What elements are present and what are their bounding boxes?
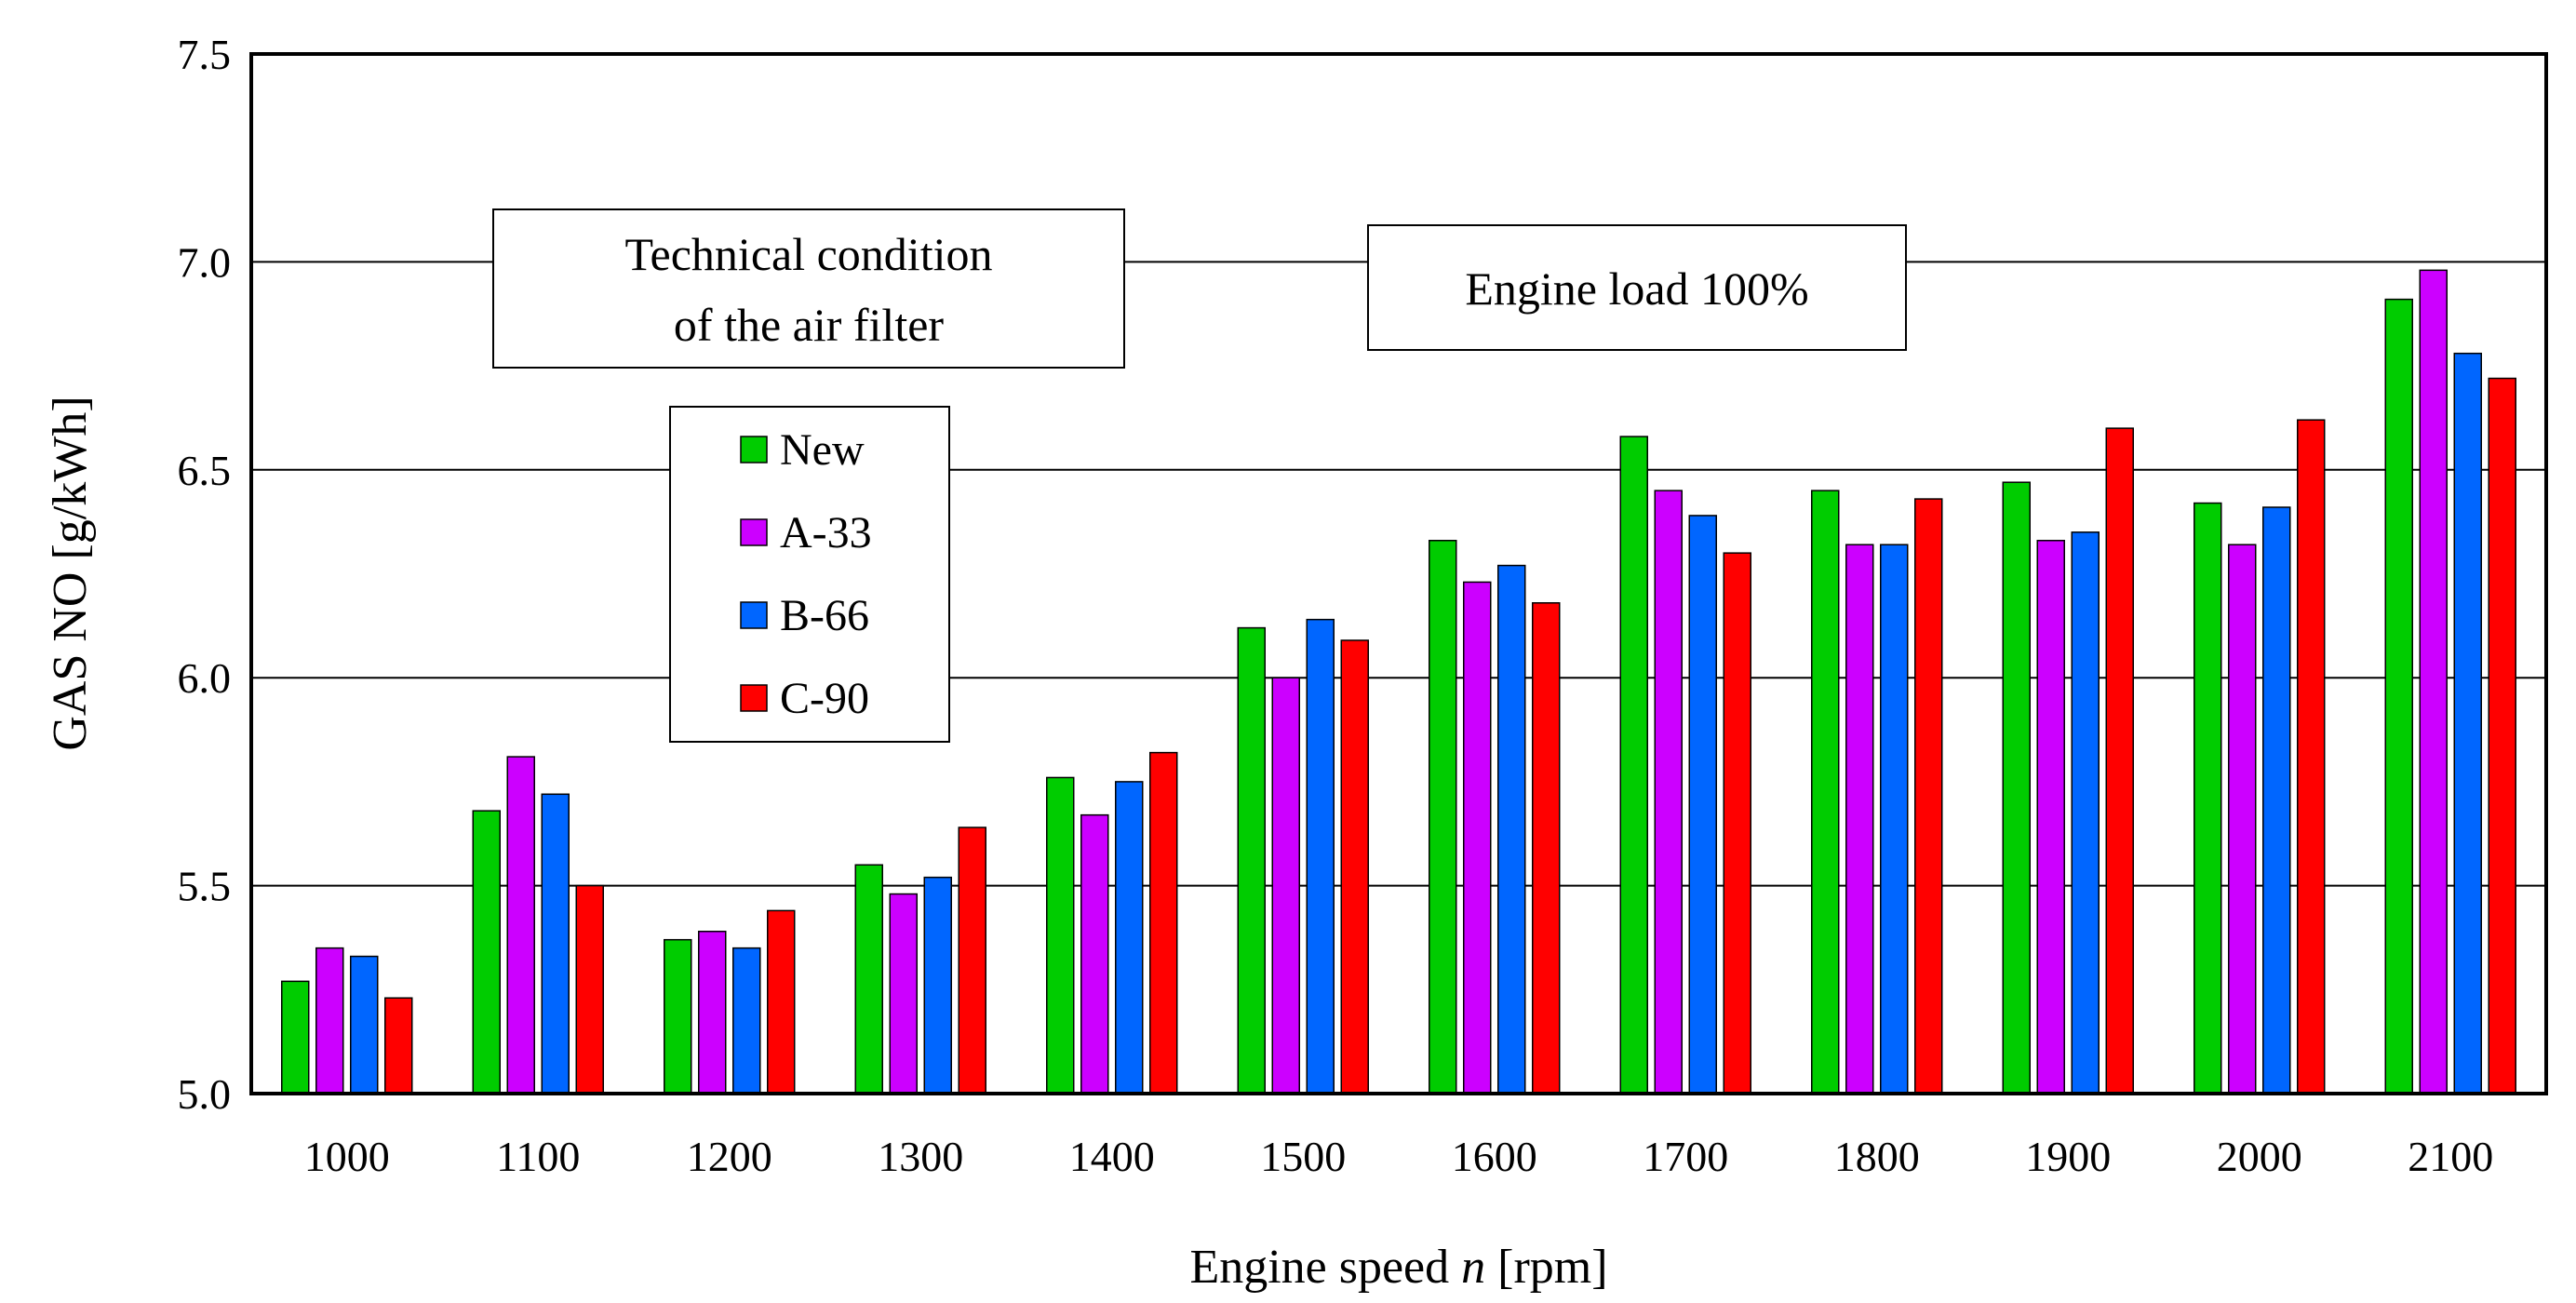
legend: New A-33 B-66 C-90 <box>669 406 950 743</box>
bar-c-90-2100 <box>2488 377 2516 1095</box>
bar-c-90-1900 <box>2105 427 2134 1095</box>
x-axis-title-suffix: [rpm] <box>1485 1241 1607 1294</box>
x-tick-label: 2100 <box>2408 1133 2493 1180</box>
legend-frame <box>669 406 950 743</box>
bar-b-66-1800 <box>1880 544 1909 1095</box>
bar-new-1900 <box>2002 481 2031 1095</box>
y-tick-label: 5.5 <box>178 863 232 910</box>
legend-title-line1: Technical condition <box>625 228 993 280</box>
bar-c-90-1000 <box>384 997 413 1095</box>
bar-c-90-1800 <box>1914 498 1943 1095</box>
x-tick-label: 2000 <box>2217 1133 2302 1180</box>
x-tick-label: 1400 <box>1069 1133 1155 1180</box>
bar-c-90-1500 <box>1340 639 1369 1095</box>
x-tick-label: 1800 <box>1834 1133 1920 1180</box>
legend-title-line2: of the air filter <box>674 299 944 351</box>
bar-a-33-1700 <box>1654 490 1683 1095</box>
bar-new-2100 <box>2384 298 2413 1095</box>
bar-b-66-1500 <box>1306 618 1335 1095</box>
bar-c-90-1700 <box>1723 552 1751 1095</box>
bar-c-90-2000 <box>2297 419 2326 1095</box>
bar-a-33-1600 <box>1463 581 1492 1095</box>
bar-b-66-2100 <box>2453 352 2482 1095</box>
legend-title-box: Technical condition of the air filter <box>492 208 1125 369</box>
x-axis-title-prefix: Engine speed <box>1189 1241 1461 1294</box>
plot-frame <box>249 52 2548 1095</box>
bar-new-1700 <box>1619 436 1648 1095</box>
bar-b-66-1200 <box>732 947 761 1095</box>
y-tick-labels: 5.0 5.5 6.0 6.5 7.0 7.5 <box>178 31 232 1118</box>
bar-b-66-1600 <box>1497 564 1526 1095</box>
y-tick-label: 6.5 <box>178 447 232 494</box>
bar-new-1600 <box>1429 540 1457 1095</box>
legend-title-frame <box>492 208 1125 369</box>
bar-c-90-1300 <box>958 826 986 1095</box>
bar-b-66-1300 <box>923 876 952 1095</box>
bar-c-90-1100 <box>575 884 604 1095</box>
legend-label-new: New <box>780 425 865 475</box>
x-axis-title: Engine speed n [rpm] <box>1189 1241 1607 1294</box>
bar-a-33-1100 <box>506 756 535 1095</box>
bar-a-33-1800 <box>1845 544 1874 1095</box>
bar-b-66-1900 <box>2071 531 2100 1095</box>
bar-a-33-1900 <box>2036 540 2065 1095</box>
bar-new-2000 <box>2194 502 2222 1095</box>
legend-label-b-66: B-66 <box>780 591 869 640</box>
bar-a-33-1000 <box>315 947 344 1095</box>
x-tick-labels: 1000 1100 1200 1300 1400 1500 1600 1700 1800 1900… <box>304 1133 2494 1180</box>
legend-swatch-new <box>740 436 768 463</box>
annotation-box: Engine load 100% <box>1367 224 1907 351</box>
bar-new-1200 <box>664 938 692 1095</box>
annotation-frame <box>1367 224 1907 351</box>
bar-new-1100 <box>472 810 501 1095</box>
bar-new-1400 <box>1046 776 1075 1095</box>
bar-a-33-2100 <box>2419 269 2448 1095</box>
bar-a-33-1500 <box>1271 677 1300 1095</box>
x-axis-title-variable: n <box>1461 1241 1485 1294</box>
bar-new-1500 <box>1237 626 1266 1095</box>
bar-c-90-1400 <box>1149 751 1178 1095</box>
y-tick-label: 7.0 <box>178 238 232 286</box>
bar-c-90-1200 <box>767 909 796 1095</box>
y-tick-label: 6.0 <box>178 654 232 702</box>
legend-swatch-c-90 <box>740 684 768 712</box>
annotation-text: Engine load 100% <box>1465 262 1808 315</box>
legend-swatch-a-33 <box>740 518 768 546</box>
legend-label-a-33: A-33 <box>780 508 872 557</box>
legend-swatch-b-66 <box>740 601 768 629</box>
bar-b-66-1000 <box>350 955 379 1095</box>
x-tick-label: 1900 <box>2025 1133 2111 1180</box>
legend-label-c-90: C-90 <box>780 674 869 723</box>
bar-a-33-1400 <box>1080 813 1109 1095</box>
x-tick-label: 1600 <box>1452 1133 1537 1180</box>
bar-new-1300 <box>854 864 883 1095</box>
x-tick-label: 1500 <box>1260 1133 1346 1180</box>
bar-b-66-1400 <box>1115 781 1144 1095</box>
bar-b-66-1100 <box>541 793 570 1095</box>
bar-new-1800 <box>1811 490 1840 1095</box>
bar-a-33-1300 <box>889 893 918 1095</box>
x-tick-label: 1100 <box>496 1133 580 1180</box>
y-tick-label: 5.0 <box>178 1070 232 1118</box>
bar-b-66-1700 <box>1688 515 1717 1095</box>
bar-a-33-2000 <box>2228 544 2257 1095</box>
bar-b-66-2000 <box>2262 506 2291 1095</box>
x-tick-label: 1300 <box>878 1133 963 1180</box>
y-axis-title: GAS NO [g/kWh] <box>44 396 97 750</box>
bar-a-33-1200 <box>698 930 727 1095</box>
x-tick-label: 1200 <box>687 1133 772 1180</box>
bar-new-1000 <box>281 980 310 1095</box>
x-tick-label: 1000 <box>304 1133 390 1180</box>
bar-c-90-1600 <box>1532 602 1561 1095</box>
y-tick-label: 7.5 <box>178 31 232 78</box>
x-tick-label: 1700 <box>1643 1133 1728 1180</box>
